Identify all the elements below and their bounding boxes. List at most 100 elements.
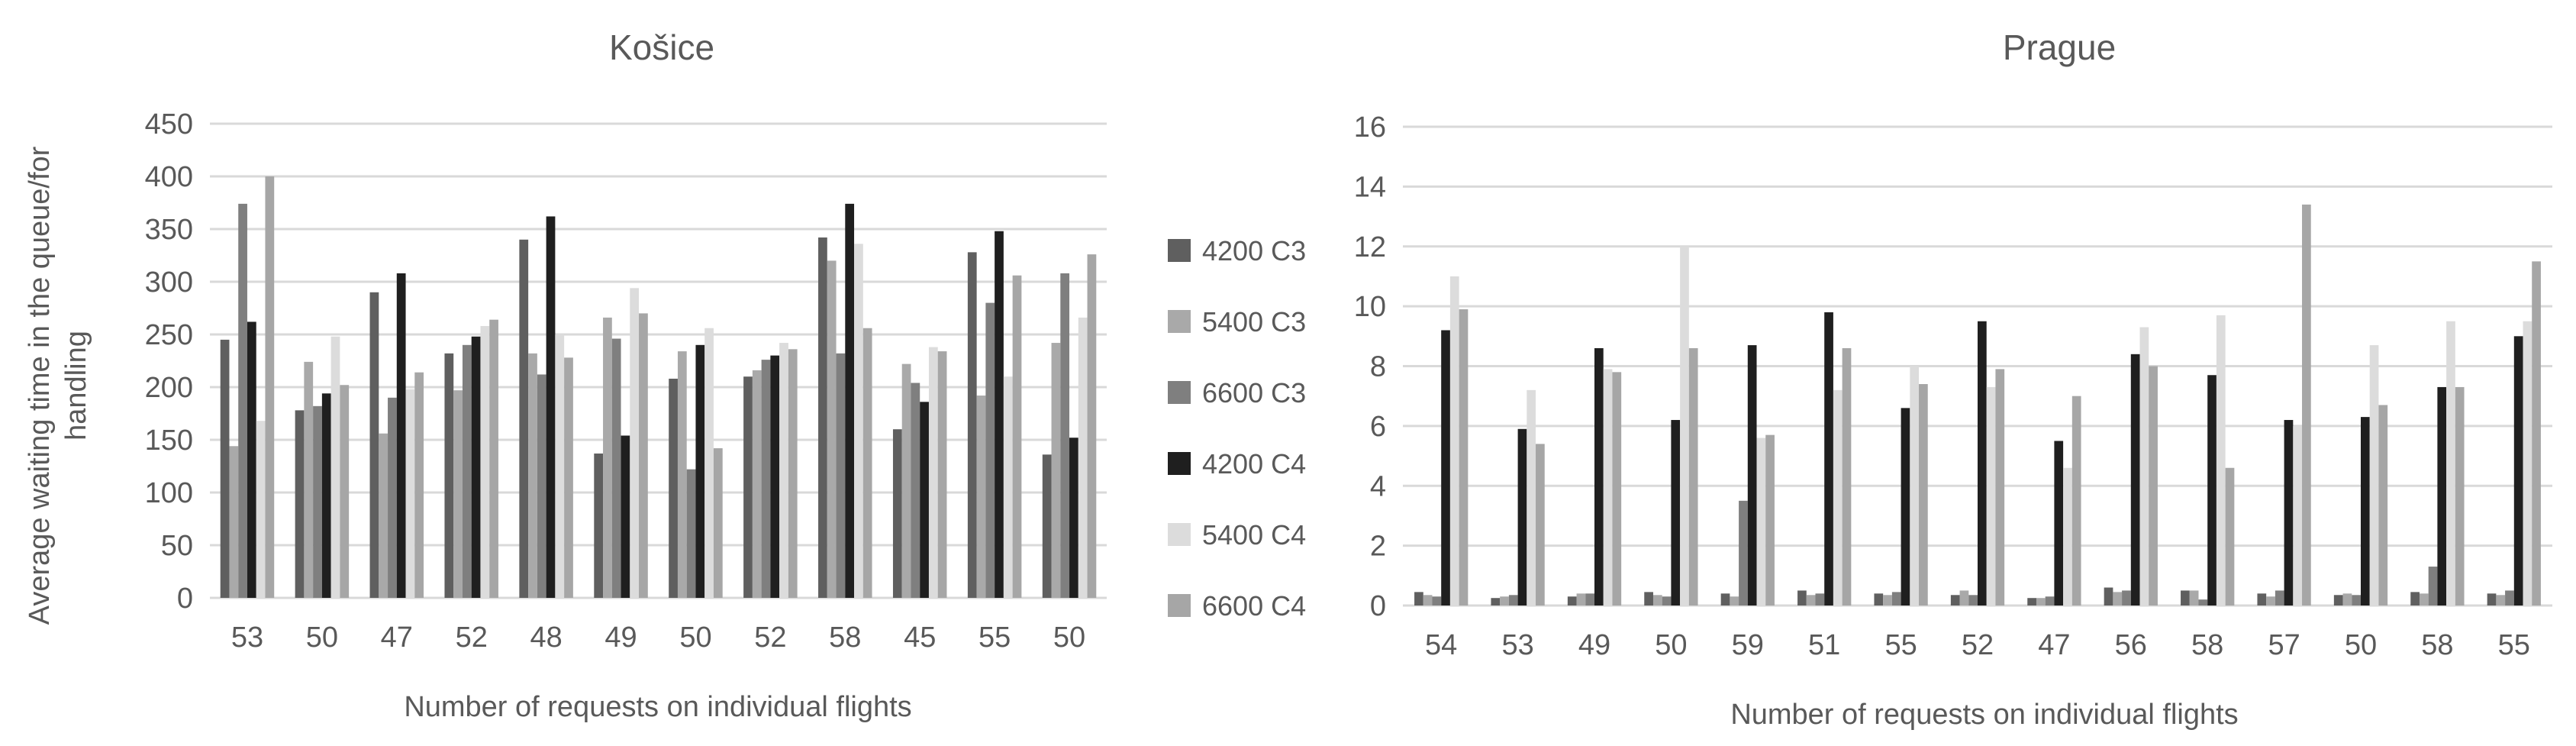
bar bbox=[2063, 467, 2072, 606]
bar bbox=[1603, 369, 1613, 606]
x-tick-label: 58 bbox=[2421, 629, 2453, 661]
bar bbox=[1730, 596, 1739, 606]
bar bbox=[1652, 595, 1662, 606]
bar bbox=[1060, 273, 1070, 598]
bar bbox=[818, 237, 827, 598]
bar bbox=[2122, 590, 2131, 606]
bar bbox=[704, 328, 714, 598]
bar bbox=[827, 260, 837, 598]
bar bbox=[862, 328, 872, 598]
bar bbox=[937, 351, 947, 598]
bar bbox=[1051, 343, 1061, 598]
bar bbox=[330, 336, 340, 598]
bar bbox=[414, 372, 424, 598]
bar bbox=[2181, 590, 2190, 606]
bar bbox=[2378, 405, 2388, 606]
y-tick-label: 6 bbox=[1370, 411, 1386, 443]
bar bbox=[1842, 347, 1852, 606]
bar bbox=[1671, 420, 1681, 606]
y-tick-label: 0 bbox=[1370, 590, 1386, 622]
bar bbox=[995, 231, 1004, 598]
bar bbox=[2369, 345, 2379, 606]
x-tick-label: 49 bbox=[605, 622, 637, 654]
bar bbox=[2342, 593, 2352, 606]
bar bbox=[1756, 438, 1766, 606]
bar bbox=[2139, 327, 2149, 606]
legend-entry: 4200 C4 bbox=[1202, 448, 1306, 480]
bar bbox=[256, 421, 266, 598]
bar bbox=[1527, 389, 1536, 606]
x-axis-title-prague: Number of requests on individual flights bbox=[1730, 699, 2238, 731]
bar bbox=[2225, 467, 2235, 606]
bar bbox=[1087, 254, 1097, 598]
bar bbox=[1883, 595, 1892, 606]
bar bbox=[2428, 567, 2438, 606]
bar bbox=[1441, 330, 1450, 606]
bar bbox=[2113, 592, 2123, 606]
x-tick-label: 48 bbox=[530, 622, 562, 654]
y-tick-label: 400 bbox=[145, 161, 193, 193]
bar bbox=[2045, 596, 2055, 606]
y-tick-label: 200 bbox=[145, 372, 193, 404]
bar bbox=[770, 355, 780, 598]
bar bbox=[2410, 592, 2420, 606]
bar bbox=[1919, 384, 1928, 606]
bar bbox=[480, 325, 490, 598]
y-tick-label: 2 bbox=[1370, 531, 1386, 563]
bar bbox=[2027, 598, 2036, 606]
y-tick-label: 10 bbox=[1354, 291, 1386, 323]
bar bbox=[1765, 434, 1775, 606]
bar bbox=[2275, 590, 2284, 606]
x-tick-label: 55 bbox=[978, 622, 1011, 654]
bar bbox=[1012, 275, 1022, 598]
bar bbox=[462, 344, 472, 598]
bar bbox=[639, 313, 648, 598]
y-tick-label: 100 bbox=[145, 477, 193, 509]
bar bbox=[369, 292, 379, 598]
legend-entry: 4200 C3 bbox=[1202, 235, 1306, 266]
bar bbox=[1003, 376, 1013, 598]
bar bbox=[1910, 366, 1920, 606]
bar bbox=[388, 397, 397, 598]
x-axis-title-kosice: Number of requests on individual flights bbox=[404, 691, 911, 723]
bar bbox=[1459, 309, 1469, 606]
bar bbox=[2189, 590, 2199, 606]
bar bbox=[669, 378, 678, 598]
y-tick-label: 250 bbox=[145, 319, 193, 351]
bar bbox=[1508, 595, 1518, 606]
bar bbox=[405, 389, 415, 598]
bar bbox=[238, 203, 247, 598]
bar bbox=[1747, 345, 1757, 606]
bar bbox=[621, 435, 630, 598]
bar bbox=[2487, 593, 2497, 606]
bar bbox=[1432, 596, 1442, 606]
bar bbox=[453, 390, 463, 598]
bar bbox=[1585, 593, 1594, 606]
bar bbox=[229, 446, 239, 598]
bar bbox=[1959, 590, 1969, 606]
legend: 4200 C3 5400 C3 6600 C3 4200 C4 5400 C4 6600 … bbox=[1168, 235, 1306, 622]
bar bbox=[2455, 386, 2465, 606]
x-tick-label: 55 bbox=[2498, 629, 2530, 661]
bar bbox=[396, 273, 406, 598]
bar bbox=[340, 385, 350, 598]
bar bbox=[489, 319, 498, 598]
bar bbox=[1069, 438, 1078, 598]
bar bbox=[220, 339, 230, 598]
bar bbox=[313, 405, 322, 598]
bar bbox=[686, 469, 696, 598]
bar bbox=[2054, 441, 2064, 606]
bar bbox=[304, 361, 314, 598]
bar bbox=[265, 176, 275, 598]
bar bbox=[967, 252, 977, 598]
bar bbox=[901, 363, 911, 598]
bar bbox=[1594, 347, 1604, 606]
x-tick-label: 52 bbox=[754, 622, 786, 654]
bar bbox=[1891, 592, 1901, 606]
bar bbox=[854, 244, 863, 598]
bar bbox=[1078, 317, 1088, 598]
bar bbox=[920, 402, 929, 598]
bar bbox=[1567, 596, 1577, 606]
legend-swatch bbox=[1168, 452, 1191, 475]
bar bbox=[2284, 420, 2294, 606]
